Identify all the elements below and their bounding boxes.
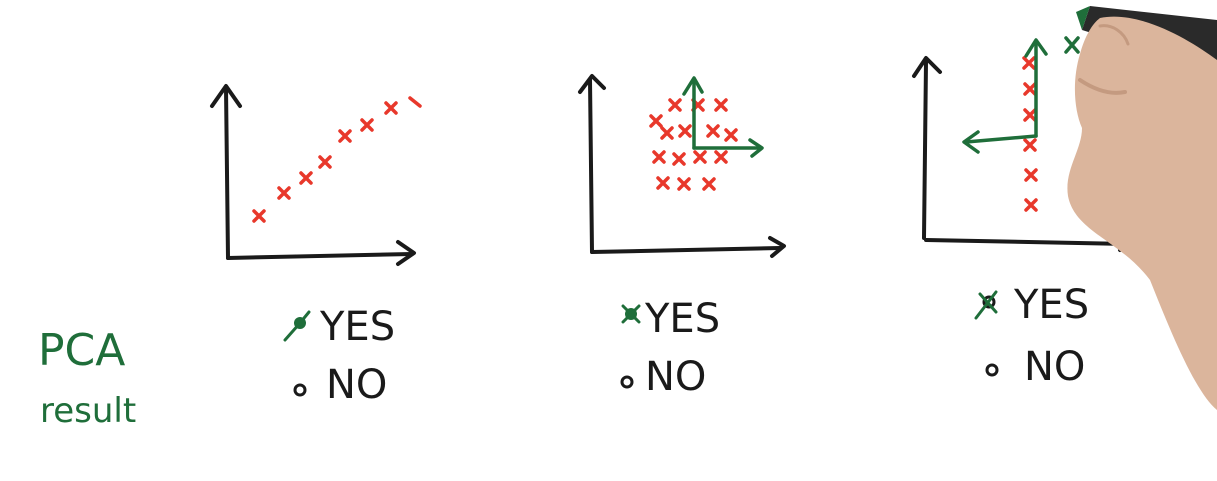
pc-label-x <box>1064 36 1080 54</box>
data-point <box>678 124 692 138</box>
option-label: NO <box>326 362 387 408</box>
option-label: NO <box>645 354 706 400</box>
data-points <box>649 98 738 191</box>
radio-unselected[interactable] <box>293 383 307 397</box>
option-no[interactable]: NO <box>293 362 387 408</box>
hand-holding-marker-icon <box>1067 6 1217 411</box>
panel-diagonal-line: YES NO <box>210 84 422 408</box>
option-label: NO <box>1024 344 1085 390</box>
check-mark-icon <box>974 290 998 320</box>
data-point <box>660 126 674 140</box>
check-mark-icon <box>621 304 641 324</box>
data-point <box>652 150 666 164</box>
options-panel-2: YES NO <box>620 296 720 400</box>
marker-tip <box>1076 6 1090 30</box>
hand-skin <box>1067 16 1217 411</box>
data-point <box>1023 138 1037 152</box>
pc-vertical-arrowhead <box>1024 38 1048 58</box>
data-point <box>277 186 291 200</box>
data-point <box>706 124 720 138</box>
panel-circular-cluster: YES NO <box>578 74 786 400</box>
data-point <box>714 98 728 112</box>
option-yes[interactable]: YES <box>283 304 395 350</box>
data-point <box>677 177 691 191</box>
data-point <box>672 152 686 166</box>
data-points <box>252 96 422 223</box>
option-label: YES <box>319 304 395 350</box>
x-axis <box>590 246 782 254</box>
options-panel-3: YES NO <box>974 282 1089 390</box>
data-point <box>1024 168 1038 182</box>
y-axis <box>588 78 594 254</box>
plot-axes <box>578 74 786 258</box>
option-yes[interactable]: YES <box>621 296 720 342</box>
data-point <box>1022 56 1036 70</box>
radio-unselected[interactable] <box>620 375 634 389</box>
pc-horizontal-arrowhead <box>962 130 980 154</box>
y-axis-arrowhead <box>912 56 942 78</box>
x-axis <box>924 238 1130 246</box>
data-point <box>656 176 670 190</box>
data-point <box>714 150 728 164</box>
data-point <box>649 114 663 128</box>
data-point <box>702 177 716 191</box>
side-label-line1: PCA <box>38 325 125 376</box>
option-no[interactable]: NO <box>985 344 1085 390</box>
side-label: PCA result <box>38 325 136 431</box>
radio-unselected[interactable] <box>985 363 999 377</box>
data-point <box>668 98 682 112</box>
finger-knuckle <box>1098 24 1130 46</box>
data-point <box>724 128 738 142</box>
pc-vertical-arrowhead <box>682 76 704 96</box>
data-point <box>252 209 266 223</box>
pc-horizontal <box>964 134 1038 144</box>
plot-axes <box>210 84 416 266</box>
data-point <box>1023 82 1037 96</box>
options-panel-1: YES NO <box>283 304 395 408</box>
principal-axes <box>962 36 1080 154</box>
radio-selected[interactable] <box>982 295 996 309</box>
pc-horizontal-arrowhead <box>748 138 764 158</box>
option-no[interactable]: NO <box>620 354 706 400</box>
data-point <box>384 101 398 115</box>
data-point <box>360 118 374 132</box>
y-axis <box>922 60 928 240</box>
data-point <box>693 150 707 164</box>
option-label: YES <box>1013 282 1089 328</box>
data-point <box>338 129 352 143</box>
option-yes[interactable]: YES <box>974 282 1089 328</box>
x-axis-arrowhead <box>768 236 786 258</box>
y-axis-arrowhead <box>210 84 242 108</box>
data-point <box>408 96 422 108</box>
y-axis-arrowhead <box>578 74 606 94</box>
check-mark-icon <box>283 310 311 342</box>
x-axis <box>226 252 414 260</box>
side-label-line2: result <box>40 391 136 431</box>
data-point <box>318 155 332 169</box>
option-label: YES <box>644 296 720 342</box>
data-point <box>1023 108 1037 122</box>
y-axis <box>224 86 230 260</box>
x-axis-arrowhead <box>396 240 416 266</box>
hand-shadow <box>1078 78 1127 95</box>
principal-axes <box>682 76 764 158</box>
data-point <box>299 171 313 185</box>
data-points <box>1022 56 1038 212</box>
data-point <box>1024 198 1038 212</box>
